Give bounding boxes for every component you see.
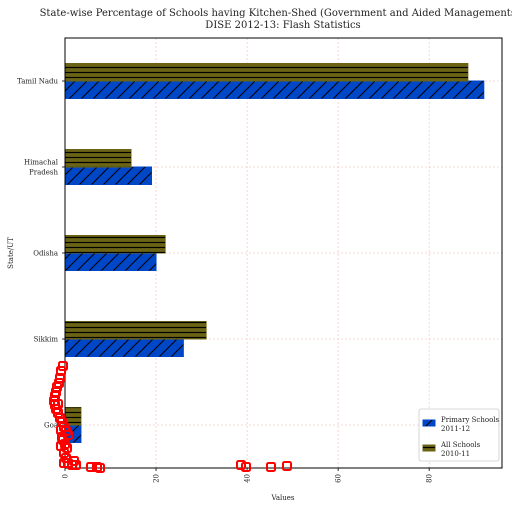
- x-tick-label-1: 20: [153, 474, 161, 483]
- legend-swatch-hatch-1: [423, 445, 435, 451]
- legend-label-0: Primary Schools 2011-12: [441, 416, 500, 433]
- chart-title-line-1: State-wise Percentage of Schools having …: [40, 8, 512, 19]
- y-tick-label-4: Tamil Nadu: [17, 78, 58, 86]
- x-tick-label-0: 0: [62, 474, 70, 478]
- chart-title: State-wise Percentage of Schools having …: [40, 8, 512, 31]
- annotation-mark-28: [56, 441, 66, 451]
- x-tick-label-4: 80: [426, 474, 434, 483]
- x-axis-label: Values: [270, 494, 294, 502]
- y-tick-label-0: Goa: [44, 422, 58, 430]
- bar-hatch-primary-3: [65, 167, 152, 185]
- y-tick-label-1: Sikkim: [34, 336, 59, 344]
- annotation-mark-35: [266, 462, 276, 472]
- bar-hatch-all-0: [65, 407, 81, 425]
- annotation-mark-2: [55, 373, 65, 383]
- annotation-mark-36: [282, 461, 292, 471]
- legend: Primary Schools 2011-12 All Schools 2010-11: [418, 408, 500, 462]
- x-tick-label-2: 40: [244, 474, 252, 483]
- annotation-marks: [49, 361, 292, 473]
- bar-hatch-all-1: [65, 321, 207, 339]
- x-axis: 0 20 40 60 80: [62, 468, 434, 483]
- legend-box: [418, 408, 500, 462]
- y-tick-label-3: Himachal Pradesh: [24, 159, 59, 177]
- bar-hatch-all-4: [65, 63, 468, 81]
- bar-hatch-primary-4: [65, 81, 484, 99]
- y-tick-label-2: Odisha: [33, 250, 58, 258]
- legend-label-1: All Schools 2010-11: [440, 441, 481, 458]
- annotation-mark-34: [241, 462, 251, 472]
- legend-swatch-hatch-0: [423, 420, 435, 426]
- chart-title-line-2: DISE 2012-13: Flash Statistics: [205, 20, 360, 31]
- bar-hatch-primary-1: [65, 339, 184, 357]
- y-axis-label: State/UT: [7, 237, 15, 269]
- bar-hatch-all-3: [65, 149, 132, 167]
- bar-hatch-primary-2: [65, 253, 157, 271]
- annotation-mark-32: [95, 463, 105, 473]
- bar-hatch-all-2: [65, 235, 166, 253]
- x-tick-label-3: 60: [335, 474, 343, 483]
- annotation-mark-29: [53, 399, 63, 409]
- y-axis: Goa Sikkim Odisha Himachal Pradesh Tamil Nadu: [17, 78, 65, 430]
- annotation-mark-25: [69, 456, 79, 466]
- bars: [64, 63, 485, 443]
